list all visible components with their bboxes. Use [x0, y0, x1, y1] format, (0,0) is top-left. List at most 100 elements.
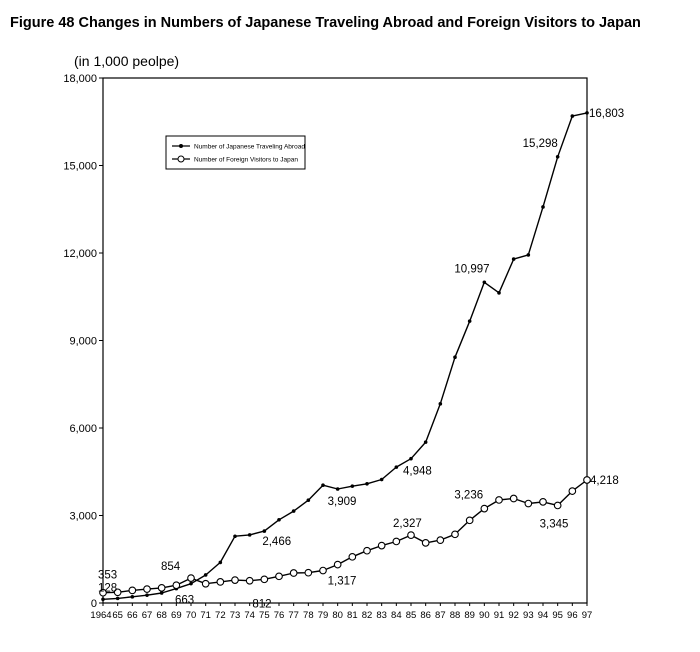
point-abroad: [262, 529, 267, 533]
point-visitors: [128, 586, 137, 595]
point-abroad: [570, 114, 575, 118]
x-tick-label: 88: [450, 610, 461, 621]
x-tick-label: 97: [582, 610, 593, 621]
x-tick-label: 65: [112, 610, 123, 621]
point-abroad: [130, 595, 135, 599]
point-visitors: [304, 568, 313, 577]
y-tick-label: 15,000: [63, 161, 97, 173]
y-tick-label: 3,000: [69, 511, 97, 523]
data-label-visitors: 353: [98, 570, 117, 582]
x-tick-label: 69: [171, 610, 182, 621]
point-abroad: [218, 560, 223, 565]
data-label-abroad: 10,997: [454, 263, 489, 275]
x-tick-label: 77: [288, 610, 299, 621]
point-abroad: [511, 257, 516, 261]
x-tick-label: 68: [156, 610, 167, 621]
x-tick-label: 86: [420, 610, 431, 621]
data-label-abroad: 2,466: [262, 536, 291, 548]
point-abroad: [306, 498, 311, 502]
data-label-abroad: 4,948: [403, 466, 432, 478]
x-tick-label: 87: [435, 610, 446, 621]
point-visitors: [539, 498, 547, 506]
point-abroad: [189, 581, 193, 586]
point-abroad: [277, 517, 281, 522]
point-visitors: [451, 530, 459, 539]
point-abroad: [585, 111, 589, 115]
point-abroad: [291, 509, 296, 513]
x-tick-label: 84: [391, 610, 402, 621]
point-visitors: [348, 552, 357, 561]
point-abroad: [247, 533, 252, 537]
point-visitors: [407, 531, 415, 539]
data-labels: 128 663 2,466 3,909 4,948 10,997 15,298 16,803 3…: [98, 108, 624, 610]
point-visitors: [363, 546, 371, 555]
x-tick-label: 95: [552, 610, 563, 621]
point-visitors: [377, 541, 386, 550]
data-label-abroad: 15,298: [523, 138, 558, 150]
point-abroad: [321, 483, 325, 488]
x-tick-label: 72: [215, 610, 226, 621]
point-visitors: [583, 476, 591, 484]
point-abroad: [379, 477, 384, 482]
unit-label: (in 1,000 peolpe): [74, 53, 179, 69]
x-tick-label: 80: [332, 610, 343, 621]
series-line-visitors: [102, 479, 588, 594]
y-tick-label: 18,000: [63, 73, 97, 85]
data-label-abroad: 663: [175, 595, 194, 607]
x-tick-label: 94: [538, 610, 549, 621]
point-visitors: [201, 579, 210, 588]
point-abroad: [453, 355, 457, 360]
x-tick-label: 1964: [90, 610, 111, 621]
data-label-abroad: 3,909: [328, 496, 357, 508]
x-tick-label: 83: [376, 610, 387, 621]
point-visitors: [465, 516, 474, 525]
x-tick-label: 67: [142, 610, 153, 621]
point-visitors: [113, 588, 122, 597]
x-tick-label: 66: [127, 610, 138, 621]
y-tick-label: 0: [91, 598, 97, 610]
x-tick-label: 71: [200, 610, 211, 621]
point-visitors: [157, 584, 166, 592]
data-label-visitors: 3,345: [540, 518, 569, 530]
point-visitors: [275, 572, 283, 581]
point-abroad: [145, 593, 149, 597]
legend-marker-visitors: [177, 155, 185, 163]
point-visitors: [99, 588, 107, 597]
x-tick-label: 79: [318, 610, 329, 621]
series-markers: [99, 111, 591, 602]
point-visitors: [480, 504, 489, 513]
point-visitors: [392, 537, 401, 546]
point-abroad: [159, 591, 164, 595]
data-label-visitors: 812: [252, 598, 271, 610]
point-visitors: [245, 576, 254, 585]
point-visitors: [495, 496, 503, 504]
point-abroad: [115, 596, 120, 601]
point-visitors: [524, 499, 533, 508]
data-label-abroad: 16,803: [589, 108, 624, 120]
x-tick-label: 78: [303, 610, 314, 621]
point-visitors: [553, 501, 562, 510]
point-abroad: [203, 573, 208, 577]
x-tick-label: 91: [494, 610, 505, 621]
point-visitors: [172, 581, 181, 590]
point-visitors: [333, 560, 342, 569]
x-tick-label: 76: [274, 610, 285, 621]
legend-box: [165, 135, 306, 170]
y-tick-label: 12,000: [63, 248, 97, 260]
y-tick-label: 6,000: [69, 423, 97, 435]
data-label-abroad: 128: [98, 582, 117, 594]
data-label-visitors: 3,236: [454, 490, 483, 502]
point-abroad: [482, 280, 487, 285]
point-abroad: [526, 253, 531, 257]
series-line-abroad: [102, 112, 588, 600]
series-lines: [102, 112, 588, 600]
x-tick-label: 75: [259, 610, 270, 621]
x-tick-label: 96: [567, 610, 578, 621]
point-abroad: [394, 465, 399, 469]
point-abroad: [365, 481, 369, 486]
point-abroad: [423, 440, 428, 444]
point-abroad: [409, 456, 413, 461]
point-visitors: [509, 494, 518, 503]
